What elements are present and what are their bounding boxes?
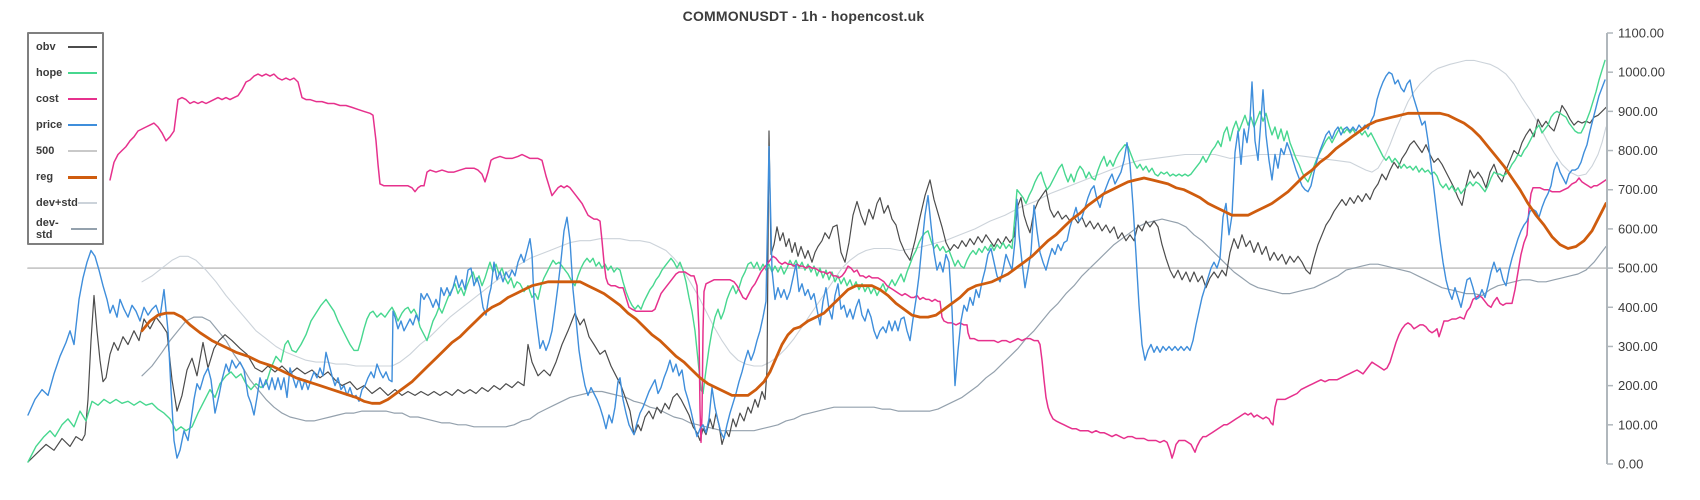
legend-label: dev+std bbox=[36, 197, 78, 209]
legend-item-reg[interactable]: reg bbox=[29, 164, 102, 190]
y-axis-tick-label: 1100.00 bbox=[1618, 26, 1664, 41]
legend-label: dev-std bbox=[36, 217, 59, 241]
y-axis-tick-label: 200.00 bbox=[1618, 378, 1658, 393]
legend-swatch-line bbox=[68, 98, 97, 100]
legend-label: price bbox=[36, 119, 63, 131]
legend-item-cost[interactable]: cost bbox=[29, 86, 102, 112]
legend-label: obv bbox=[36, 41, 56, 53]
series-line-price bbox=[27, 71, 1606, 459]
legend-swatch-line bbox=[71, 228, 97, 230]
legend-swatch-line bbox=[68, 175, 97, 179]
y-axis-tick-label: 0.00 bbox=[1618, 457, 1643, 472]
y-axis-tick-label: 600.00 bbox=[1618, 221, 1658, 236]
legend-swatch-line bbox=[68, 72, 97, 74]
legend-swatch-line bbox=[77, 202, 97, 204]
legend-label: hope bbox=[36, 67, 63, 79]
legend-swatch-line bbox=[68, 124, 97, 126]
legend-item-price[interactable]: price bbox=[29, 112, 102, 138]
legend-item-dev-std[interactable]: dev-std bbox=[29, 216, 102, 242]
legend-item-500[interactable]: 500 bbox=[29, 138, 102, 164]
y-axis-tick-label: 1000.00 bbox=[1618, 65, 1665, 80]
series-line-reg bbox=[140, 111, 1608, 405]
legend-swatch-line bbox=[68, 46, 97, 48]
y-axis-tick-label: 900.00 bbox=[1618, 104, 1658, 119]
y-axis-tick-label: 500.00 bbox=[1618, 261, 1658, 276]
y-axis-tick-label: 800.00 bbox=[1618, 143, 1658, 158]
legend-label: 500 bbox=[36, 145, 55, 157]
y-axis-tick-label: 400.00 bbox=[1618, 300, 1658, 315]
legend-label: reg bbox=[36, 171, 54, 183]
series-line-dev-std bbox=[141, 218, 1607, 432]
series-line-cost bbox=[109, 73, 1607, 459]
y-axis-tick-label: 700.00 bbox=[1618, 182, 1658, 197]
y-axis-tick-label: 300.00 bbox=[1618, 339, 1658, 354]
legend-item-obv[interactable]: obv bbox=[29, 34, 102, 60]
series-line-obv bbox=[27, 104, 1607, 463]
legend-item-dev+std[interactable]: dev+std bbox=[29, 190, 102, 216]
series-line-hope bbox=[27, 59, 1606, 463]
chart-title: COMMONUSDT - 1h - hopencost.uk bbox=[682, 8, 925, 24]
legend-label: cost bbox=[36, 93, 59, 105]
y-axis-tick-label: 100.00 bbox=[1618, 417, 1658, 432]
legend-item-hope[interactable]: hope bbox=[29, 60, 102, 86]
legend: obv hope cost price 500 reg dev+std dev-std bbox=[27, 32, 104, 245]
legend-swatch-line bbox=[68, 150, 97, 152]
